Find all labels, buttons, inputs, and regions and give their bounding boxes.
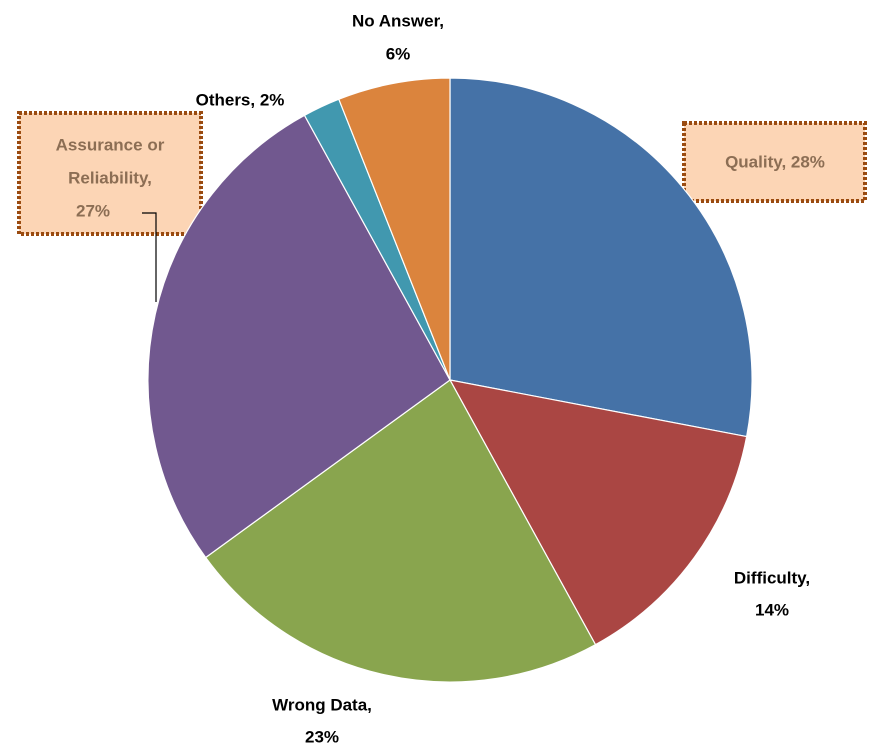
slice (449, 77, 753, 438)
data-label: 23% (305, 727, 339, 746)
data-label: Quality, 28% (725, 152, 825, 171)
leader-line (142, 212, 157, 302)
label-box (682, 121, 867, 203)
data-label: Difficulty, (734, 568, 810, 587)
label-box (17, 111, 203, 236)
data-label: Assurance or (56, 135, 165, 154)
data-label: 27% (76, 201, 110, 220)
slices (147, 77, 753, 683)
data-label: Others, 2% (196, 90, 285, 109)
data-label: No Answer, (352, 11, 444, 30)
data-label: 6% (386, 44, 411, 63)
slice (448, 379, 748, 646)
data-label: Wrong Data, (272, 695, 372, 714)
slice (147, 114, 451, 559)
data-label: Reliability, (68, 168, 152, 187)
slice (204, 379, 597, 683)
slice (338, 77, 451, 381)
data-label: 14% (755, 600, 789, 619)
